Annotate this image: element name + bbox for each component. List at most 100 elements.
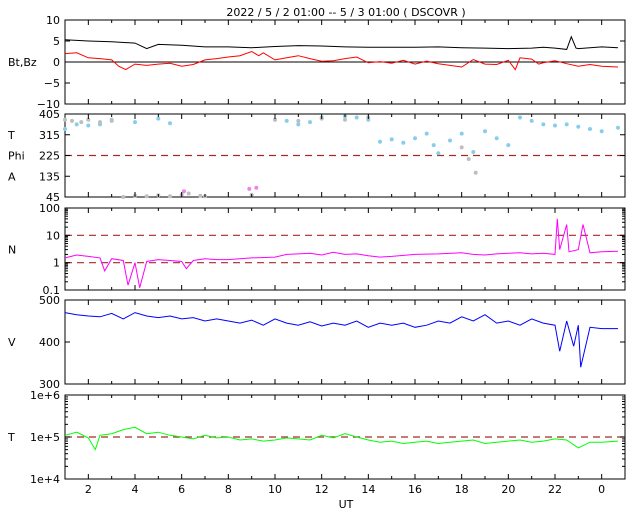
point-phi (63, 117, 67, 122)
x-tick-label: 0 (598, 483, 605, 496)
series-velocity (64, 312, 618, 368)
point-theta (156, 116, 161, 121)
panel-density (64, 207, 626, 291)
point-theta (616, 125, 620, 130)
point-theta (389, 137, 394, 142)
point-phi (98, 120, 102, 125)
point-phi (79, 120, 84, 125)
y-tick-label: −5 (44, 77, 60, 90)
point-phi (343, 117, 347, 122)
y-axis-label-temperature: T (7, 431, 15, 444)
point-phi (121, 195, 126, 199)
point-phi (198, 193, 203, 198)
point-theta (588, 127, 592, 131)
point-phi (168, 194, 172, 199)
point-theta-group (63, 114, 620, 156)
series-temperature (64, 426, 619, 451)
x-tick-label: 22 (548, 483, 562, 496)
point-theta (506, 143, 511, 148)
x-tick-label: 6 (178, 483, 185, 496)
y-axis-label-bt-bz: Bt,Bz (8, 56, 37, 69)
point-phi-group (63, 115, 478, 199)
point-theta (529, 118, 534, 123)
point-phi (273, 117, 277, 122)
y-tick-label: 1 (53, 257, 60, 270)
y-tick-label: 1e+4 (30, 473, 60, 486)
point-theta (576, 124, 581, 129)
y-tick-label: 10 (46, 14, 60, 27)
x-tick-label: 18 (455, 483, 469, 496)
x-tick-label: 12 (315, 483, 329, 496)
y-tick-label: 100 (39, 202, 60, 215)
point-theta (471, 150, 476, 154)
y-axis-label-velocity: V (8, 336, 16, 349)
y-axis-label-phi: Phi (8, 150, 25, 163)
x-tick-label: 14 (361, 483, 375, 496)
y-axis-label-density: N (8, 243, 16, 256)
chart-title: 2022 / 5 / 2 01:00 -- 5 / 3 01:00 ( DSCO… (226, 6, 465, 19)
x-axis-label: UT (339, 498, 354, 511)
point-theta (74, 122, 79, 127)
point-theta (86, 123, 91, 128)
y-tick-label: 300 (39, 378, 60, 391)
point-theta (378, 139, 382, 144)
series-density (64, 218, 619, 288)
point-theta (448, 138, 452, 143)
point-theta (494, 136, 499, 141)
point-theta (553, 123, 557, 128)
y-tick-label: 0.1 (43, 284, 61, 297)
y-tick-label: 400 (39, 336, 60, 349)
y-tick-label: 225 (39, 150, 60, 163)
x-tick-label: 8 (225, 483, 232, 496)
point-theta (459, 131, 464, 136)
y-tick-label: 135 (39, 170, 60, 183)
panel-velocity (64, 299, 626, 385)
y-tick-label: 5 (53, 35, 60, 48)
point-phi_highlight (254, 185, 259, 190)
point-theta (63, 127, 67, 131)
point-phi_highlight (182, 189, 186, 194)
y-tick-label: 1e+5 (30, 431, 60, 444)
x-tick-label: 10 (268, 483, 282, 496)
point-theta (564, 122, 569, 127)
point-phi (86, 117, 91, 122)
y-tick-label: 1e+6 (30, 389, 60, 402)
point-theta (483, 129, 487, 134)
point-theta (284, 118, 289, 123)
point-theta (599, 129, 604, 134)
x-tick-label: 16 (408, 483, 422, 496)
point-theta (518, 115, 522, 120)
y-tick-label: 10 (46, 229, 60, 242)
point-phi_highlight (247, 186, 252, 191)
y-tick-label: 405 (39, 108, 60, 121)
point-phi (296, 118, 301, 123)
point-phi_highlight-group (182, 185, 259, 194)
x-tick-label: 2 (85, 483, 92, 496)
point-theta (296, 122, 301, 127)
y-tick-label: −10 (37, 98, 60, 111)
point-theta (413, 136, 417, 141)
y-tick-label: 315 (39, 129, 60, 142)
x-tick-label: 20 (501, 483, 515, 496)
y-axis-label-theta: T (7, 129, 15, 142)
point-phi (466, 157, 471, 161)
point-theta (431, 143, 436, 148)
point-phi (109, 118, 114, 123)
point-phi (144, 194, 149, 199)
point-theta (308, 120, 312, 125)
point-phi (186, 191, 191, 196)
point-theta (541, 122, 546, 127)
point-theta (436, 151, 441, 156)
series-bt (64, 35, 619, 50)
point-theta (133, 120, 137, 125)
x-tick-label: 4 (132, 483, 139, 496)
point-theta (424, 131, 429, 136)
point-theta (168, 121, 172, 126)
y-tick-label: 45 (46, 191, 60, 204)
y-tick-label: 0 (53, 56, 60, 69)
point-phi (70, 118, 74, 123)
y-tick-label: 500 (39, 294, 60, 307)
point-theta (354, 115, 359, 120)
y-axis-label-a: A (8, 170, 16, 183)
